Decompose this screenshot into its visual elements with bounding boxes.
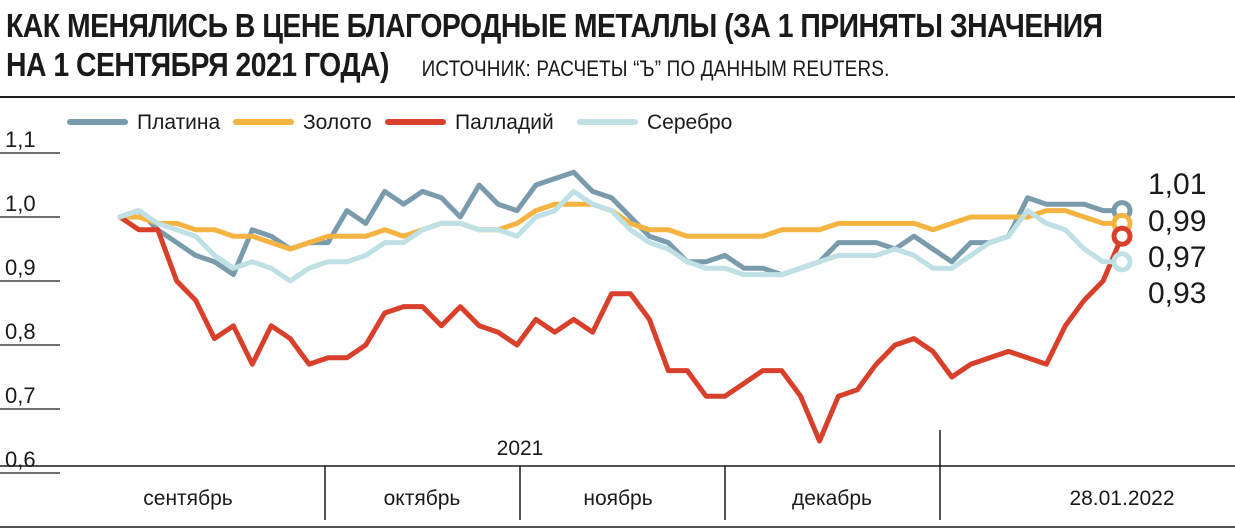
y-tick-label: 0,6 [5,447,36,472]
legend-label-серебро: Серебро [647,111,732,134]
end-marker-палладий [1111,225,1133,247]
end-date-label: 28.01.2022 [1069,487,1174,510]
legend-label-палладий: Палладий [455,111,554,134]
y-tick-label: 1,0 [5,191,36,216]
top-rule [0,96,1235,98]
legend: Платина Золото Палладий Серебро [67,111,732,134]
end-value-label-палладий: 0,97 [1148,241,1206,274]
year-label: 2021 [497,437,544,460]
y-tick-label: 0,9 [5,255,36,280]
source-note: ИСТОЧНИК: РАСЧЕТЫ “Ъ” ПО ДАННЫМ REUTERS. [421,56,890,81]
y-tick-label: 1,1 [5,127,36,152]
title-line-2-text: НА 1 СЕНТЯБРЯ 2021 ГОДА) [6,46,389,83]
end-marker-серебро [1111,251,1133,273]
month-label-декабрь: декабрь [792,487,872,510]
month-label-ноябрь: ноябрь [583,487,652,510]
end-value-label-серебро: 0,93 [1148,277,1206,310]
month-label-сентябрь: сентябрь [143,487,232,510]
legend-label-золото: Золото [303,111,372,134]
y-tick-label: 0,7 [5,383,36,408]
y-axis: 0,6 0,7 0,8 0,9 1,0 1,1 [0,127,60,474]
end-labels: 1,01 0,990,970,93 [1148,168,1206,310]
legend-label-платина: Платина [137,111,221,134]
plot-area [117,169,1133,444]
series-line-палладий [117,214,1125,444]
x-axis: 2021 сентябрь октябрь ноябрь декабрь 28.01.20… [0,430,1235,528]
month-label-октябрь: октябрь [384,487,461,510]
y-tick-label: 0,8 [5,319,36,344]
end-value-label-золото: 0,99 [1148,205,1206,238]
title-line-1: КАК МЕНЯЛИСЬ В ЦЕНЕ БЛАГОРОДНЫЕ МЕТАЛЛЫ … [6,7,1103,44]
series-line-серебро [117,188,1125,284]
title-line-2: НА 1 СЕНТЯБРЯ 2021 ГОДА) ИСТОЧНИК: РАСЧЕТ… [6,45,1060,88]
chart-title: КАК МЕНЯЛИСЬ В ЦЕНЕ БЛАГОРОДНЫЕ МЕТАЛЛЫ … [6,6,1103,88]
end-value-label-платина: 1,01 [1148,168,1206,201]
